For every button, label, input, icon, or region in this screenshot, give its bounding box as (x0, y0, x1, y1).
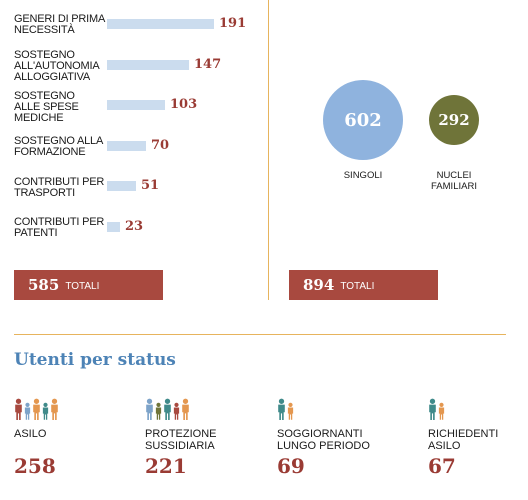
bar-value-label: 191 (219, 16, 247, 31)
bar (107, 60, 189, 70)
person-icon (155, 402, 162, 420)
status-value: 67 (428, 454, 456, 478)
person-icon (33, 398, 40, 420)
bubble-singoli-value: 602 (344, 109, 382, 131)
bar-category-label: SOSTEGNO ALL'AUTONOMIA ALLOGGIATIVA (14, 49, 100, 83)
bar-category-label: GENERI DI PRIMA NECESSITÀ (14, 13, 106, 36)
person-icon (438, 402, 445, 420)
bubble-nuclei-value: 292 (438, 111, 470, 129)
bar-category-label: CONTRIBUTI PER TRASPORTI (14, 176, 105, 199)
bar-value-label: 70 (151, 138, 170, 153)
horizontal-divider (14, 334, 506, 335)
bubble-chart: 602 SINGOLI 292 NUCLEI FAMILIARI 894 TOT… (270, 0, 528, 300)
status-icons (277, 396, 294, 420)
person-icon (51, 398, 58, 420)
bubble-total-box: 894 TOTALI (289, 270, 438, 300)
bar-category-label: CONTRIBUTI PER PATENTI (14, 216, 105, 239)
bar-total-label: TOTALI (65, 280, 100, 292)
bar-chart: GENERI DI PRIMA NECESSITÀ 191 SOSTEGNO ALL… (0, 0, 270, 300)
status-label: ASILO (14, 428, 47, 440)
bar-total-box: 585 TOTALI (14, 270, 163, 300)
bubble-nuclei-label: NUCLEI FAMILIARI (431, 170, 477, 192)
person-icon (164, 398, 171, 420)
bubble-singoli: 602 (323, 80, 403, 160)
bar-category-label: SOSTEGNO ALLA FORMAZIONE (14, 135, 104, 158)
bubble-nuclei: 292 (429, 95, 479, 145)
bar-category-label: SOSTEGNO ALLE SPESE MEDICHE (14, 90, 79, 124)
bar (107, 181, 136, 191)
status-icons (428, 396, 445, 420)
status-icons (145, 396, 190, 420)
status-label: SOGGIORNANTI LUNGO PERIODO (277, 428, 370, 452)
person-icon (182, 398, 189, 420)
bubble-total-label: TOTALI (340, 280, 375, 292)
person-icon (278, 398, 285, 420)
person-icon (24, 402, 31, 420)
bar-value-label: 147 (194, 57, 222, 72)
person-icon (42, 402, 49, 420)
bar-value-label: 23 (125, 219, 144, 234)
person-icon (146, 398, 153, 420)
bar (107, 141, 146, 151)
person-icon (15, 398, 22, 420)
vertical-divider (268, 0, 269, 300)
bubble-singoli-label: SINGOLI (343, 170, 383, 181)
status-label: PROTEZIONE SUSSIDIARIA (145, 428, 217, 452)
status-value: 258 (14, 454, 56, 478)
person-icon (429, 398, 436, 420)
person-icon (173, 402, 180, 420)
status-icons (14, 396, 59, 420)
status-value: 69 (277, 454, 305, 478)
bar-value-label: 51 (141, 178, 160, 193)
status-label: RICHIEDENTI ASILO (428, 428, 499, 452)
status-value: 221 (145, 454, 187, 478)
bar (107, 222, 120, 232)
section-title: Utenti per status (14, 350, 176, 370)
bar-total-value: 585 (28, 276, 60, 294)
bubble-total-value: 894 (303, 276, 335, 294)
bar (107, 100, 165, 110)
bar-value-label: 103 (170, 97, 198, 112)
person-icon (287, 402, 294, 420)
bar (107, 19, 214, 29)
